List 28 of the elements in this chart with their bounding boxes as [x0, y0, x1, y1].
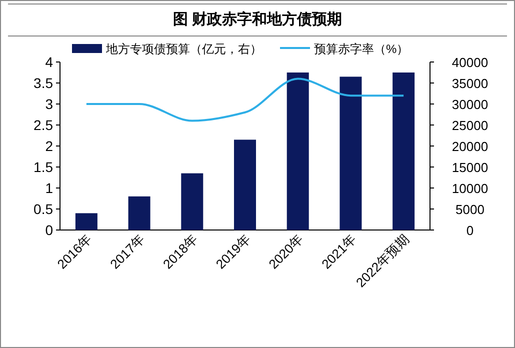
legend-label: 预算赤字率（%） — [314, 42, 409, 56]
y2-tick-label: 0 — [466, 223, 474, 238]
chart-title: 图 财政赤字和地方债预期 — [172, 10, 342, 28]
y2-tick-label: 35000 — [452, 76, 488, 91]
y2-tick-label: 25000 — [452, 118, 488, 133]
y2-tick-label: 20000 — [452, 139, 488, 154]
y-tick-label: 2.5 — [34, 117, 54, 133]
y2-tick-label: 5000 — [456, 202, 484, 217]
y-tick-label: 4 — [45, 54, 54, 70]
y2-tick-label: 15000 — [452, 160, 488, 175]
y-tick-label: 1 — [45, 180, 54, 196]
bar — [286, 72, 309, 230]
bar — [128, 196, 150, 230]
y2-tick-label: 40000 — [452, 55, 488, 70]
bar — [75, 213, 98, 230]
y2-tick-label: 10000 — [452, 181, 488, 196]
y-tick-label: 0 — [45, 222, 54, 238]
bar — [181, 173, 204, 230]
y-tick-label: 2 — [45, 138, 54, 154]
y-tick-label: 3.5 — [34, 75, 54, 91]
y-tick-label: 0.5 — [34, 201, 54, 217]
y-tick-label: 1.5 — [34, 159, 54, 175]
bar — [392, 72, 415, 230]
y2-tick-label: 30000 — [452, 97, 488, 112]
y-tick-label: 3 — [45, 96, 54, 112]
bar — [340, 76, 362, 230]
legend-label: 地方专项债预算（亿元，右） — [105, 42, 262, 56]
bar — [234, 140, 256, 230]
